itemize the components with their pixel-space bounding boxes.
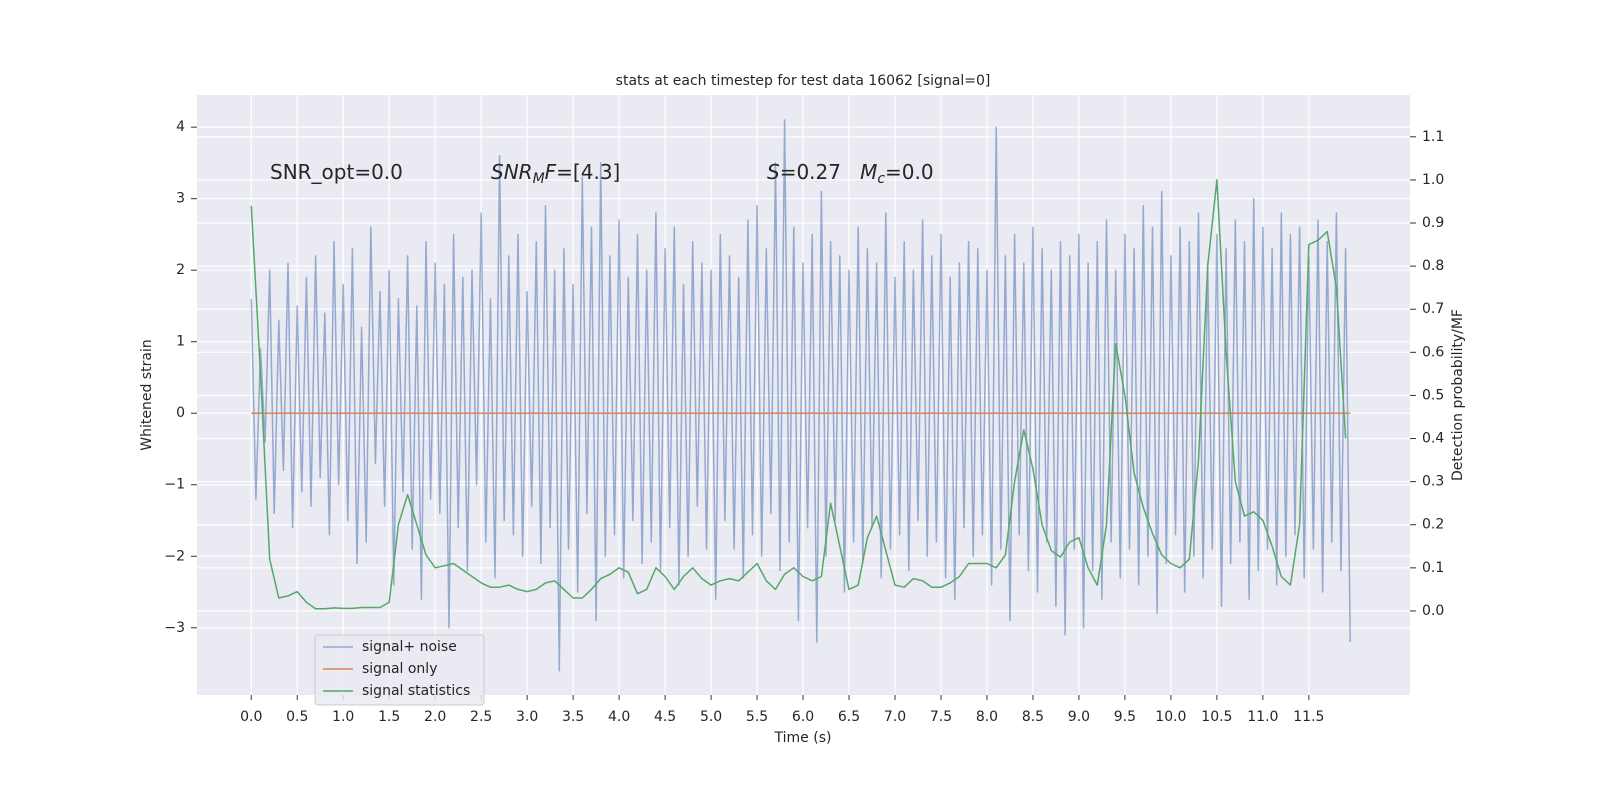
annotation-part: =0.0 xyxy=(885,160,934,184)
y2-tick-label: 0.6 xyxy=(1422,344,1444,360)
y2-tick-label: 0.9 xyxy=(1422,215,1444,231)
annotation: SNRMF=[4.3] xyxy=(491,160,620,188)
y-tick-label: −2 xyxy=(164,548,185,564)
y2-tick-label: 0.7 xyxy=(1422,301,1444,317)
annotation-part: SNR xyxy=(491,160,533,184)
legend-label: signal statistics xyxy=(362,683,470,699)
x-tick-label: 4.0 xyxy=(608,709,630,725)
y2-tick-label: 1.0 xyxy=(1422,172,1444,188)
x-tick-label: 6.0 xyxy=(792,709,814,725)
x-tick-label: 1.5 xyxy=(378,709,400,725)
x-tick-label: 10.0 xyxy=(1155,709,1186,725)
annotation-part: F xyxy=(545,160,557,184)
legend-label: signal only xyxy=(362,661,437,677)
annotation-part: SNR_opt=0.0 xyxy=(270,160,403,184)
y-tick-label: −1 xyxy=(164,477,185,493)
x-tick-label: 8.5 xyxy=(1022,709,1044,725)
x-tick-label: 2.0 xyxy=(424,709,446,725)
chart-title: stats at each timestep for test data 160… xyxy=(616,73,991,89)
x-tick-label: 5.0 xyxy=(700,709,722,725)
x-tick-label: 4.5 xyxy=(654,709,676,725)
legend-label: signal+ noise xyxy=(362,639,457,655)
x-tick-label: 9.5 xyxy=(1114,709,1136,725)
x-tick-label: 1.0 xyxy=(332,709,354,725)
legend-box xyxy=(314,634,485,706)
annotation: S=0.27 Mc=0.0 xyxy=(767,160,934,188)
annotation-part: =[4.3] xyxy=(556,160,620,184)
legend: signal+ noise signal only signal statistic… xyxy=(314,634,485,706)
annotation-part: c xyxy=(877,171,885,187)
annotation-part: M xyxy=(860,160,877,184)
y2-tick-label: 0.1 xyxy=(1422,560,1444,576)
y-tick-label: 0 xyxy=(176,405,185,421)
y-tick-label: 1 xyxy=(176,334,185,350)
x-axis-label: Time (s) xyxy=(774,730,832,746)
y2-tick-label: 0.2 xyxy=(1422,517,1444,533)
x-tick-label: 3.5 xyxy=(562,709,584,725)
y-tick-label: 2 xyxy=(176,262,185,278)
y-tick-label: 4 xyxy=(176,119,185,135)
x-tick-label: 3.0 xyxy=(516,709,538,725)
y-tick-label: −3 xyxy=(164,620,185,636)
x-tick-label: 8.0 xyxy=(976,709,998,725)
annotation-part: =0.27 xyxy=(780,160,860,184)
y2-tick-label: 0.5 xyxy=(1422,387,1444,403)
x-tick-label: 11.0 xyxy=(1247,709,1278,725)
annotation: SNR_opt=0.0 xyxy=(270,160,403,184)
y-tick-label: 3 xyxy=(176,191,185,207)
x-tick-label: 9.0 xyxy=(1068,709,1090,725)
y2-tick-label: 1.1 xyxy=(1422,129,1444,145)
x-tick-label: 0.5 xyxy=(286,709,308,725)
annotation-part: S xyxy=(767,160,780,184)
y2-axis-label: Detection probability/MF xyxy=(1450,309,1466,481)
x-tick-label: 0.0 xyxy=(240,709,262,725)
y-axis-label: Whitened strain xyxy=(139,339,155,450)
x-tick-label: 5.5 xyxy=(746,709,768,725)
y2-tick-label: 0.8 xyxy=(1422,258,1444,274)
series-line xyxy=(250,119,1351,672)
x-tick-label: 7.5 xyxy=(930,709,952,725)
y2-tick-label: 0.4 xyxy=(1422,431,1444,447)
grid xyxy=(197,95,1410,695)
x-tick-label: 6.5 xyxy=(838,709,860,725)
y2-tick-label: 0.3 xyxy=(1422,474,1444,490)
y2-tick-label: 0.0 xyxy=(1422,603,1444,619)
x-tick-label: 11.5 xyxy=(1293,709,1324,725)
series-line xyxy=(250,179,1347,610)
x-tick-label: 10.5 xyxy=(1201,709,1232,725)
annotation-part: M xyxy=(533,171,545,187)
x-tick-label: 2.5 xyxy=(470,709,492,725)
x-tick-label: 7.0 xyxy=(884,709,906,725)
